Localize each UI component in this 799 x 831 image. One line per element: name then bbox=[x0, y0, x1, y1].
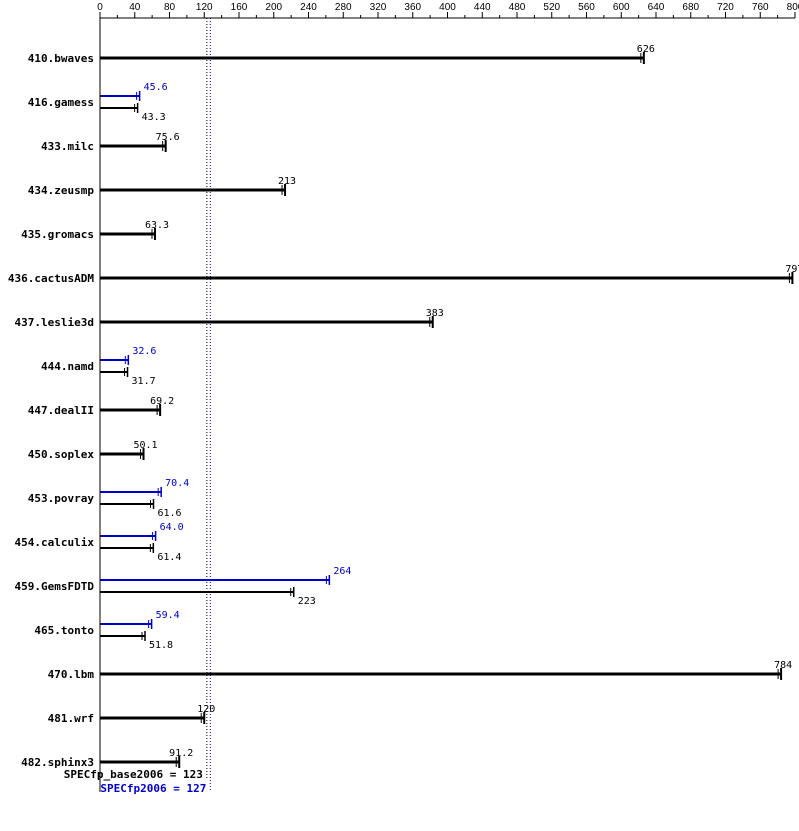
benchmark-label: 434.zeusmp bbox=[28, 184, 95, 197]
axis-tick-label: 360 bbox=[404, 2, 421, 13]
value-label: 264 bbox=[333, 566, 351, 577]
benchmark-label: 447.dealII bbox=[28, 404, 94, 417]
benchmark-label: 433.milc bbox=[41, 140, 94, 153]
benchmark-label: 481.wrf bbox=[48, 712, 94, 725]
value-label: 75.6 bbox=[156, 132, 180, 143]
peak-summary: SPECfp2006 = 127 bbox=[100, 782, 206, 795]
benchmark-label: 454.calculix bbox=[15, 536, 95, 549]
axis-tick-label: 320 bbox=[370, 2, 387, 13]
value-label: 64.0 bbox=[160, 522, 184, 533]
axis-tick-label: 800 bbox=[787, 2, 799, 13]
value-label: 626 bbox=[637, 44, 655, 55]
value-label: 61.6 bbox=[158, 508, 182, 519]
axis-tick-label: 760 bbox=[752, 2, 769, 13]
benchmark-label: 470.lbm bbox=[48, 668, 95, 681]
value-label: 120 bbox=[197, 704, 215, 715]
specfp-chart: 0 40 80 120 160 200 240 280 320 360 400 440 480 520 56… bbox=[0, 0, 799, 831]
value-label: 213 bbox=[278, 176, 296, 187]
value-label: 45.6 bbox=[144, 82, 168, 93]
value-label: 223 bbox=[298, 596, 316, 607]
value-label: 50.1 bbox=[133, 440, 157, 451]
axis-tick-label: 120 bbox=[196, 2, 213, 13]
benchmark-label: 435.gromacs bbox=[21, 228, 94, 241]
benchmark-label: 410.bwaves bbox=[28, 52, 94, 65]
axis-tick-label: 0 bbox=[97, 2, 103, 13]
axis-tick-label: 80 bbox=[164, 2, 176, 13]
benchmark-label: 444.namd bbox=[41, 360, 94, 373]
value-label: 91.2 bbox=[169, 748, 193, 759]
benchmark-label: 416.gamess bbox=[28, 96, 94, 109]
value-label: 32.6 bbox=[132, 346, 156, 357]
value-label: 784 bbox=[774, 660, 792, 671]
axis-tick-label: 600 bbox=[613, 2, 630, 13]
axis-tick-label: 200 bbox=[265, 2, 282, 13]
benchmark-label: 459.GemsFDTD bbox=[15, 580, 95, 593]
axis-tick-label: 160 bbox=[231, 2, 248, 13]
axis-tick-label: 720 bbox=[717, 2, 734, 13]
value-label: 51.8 bbox=[149, 640, 173, 651]
axis-tick-label: 40 bbox=[129, 2, 141, 13]
value-label: 43.3 bbox=[142, 112, 166, 123]
axis-tick-label: 680 bbox=[682, 2, 699, 13]
value-label: 383 bbox=[426, 308, 444, 319]
value-label: 61.4 bbox=[157, 552, 181, 563]
benchmark-label: 437.leslie3d bbox=[15, 316, 94, 329]
benchmark-label: 450.soplex bbox=[28, 448, 95, 461]
value-label: 70.4 bbox=[165, 478, 189, 489]
axis-tick-label: 640 bbox=[648, 2, 665, 13]
value-label: 69.2 bbox=[150, 396, 174, 407]
value-label: 59.4 bbox=[156, 610, 180, 621]
axis-tick-label: 520 bbox=[543, 2, 560, 13]
axis-tick-label: 480 bbox=[509, 2, 526, 13]
baseline-summary: SPECfp_base2006 = 123 bbox=[64, 768, 203, 781]
axis-tick-label: 440 bbox=[474, 2, 491, 13]
value-label: 797 bbox=[785, 264, 799, 275]
benchmark-label: 436.cactusADM bbox=[8, 272, 94, 285]
axis-tick-label: 280 bbox=[335, 2, 352, 13]
value-label: 63.3 bbox=[145, 220, 169, 231]
value-label: 31.7 bbox=[132, 376, 156, 387]
axis-tick-label: 400 bbox=[439, 2, 456, 13]
axis-tick-label: 240 bbox=[300, 2, 317, 13]
benchmark-label: 465.tonto bbox=[34, 624, 94, 637]
benchmark-label: 453.povray bbox=[28, 492, 95, 505]
axis-tick-label: 560 bbox=[578, 2, 595, 13]
